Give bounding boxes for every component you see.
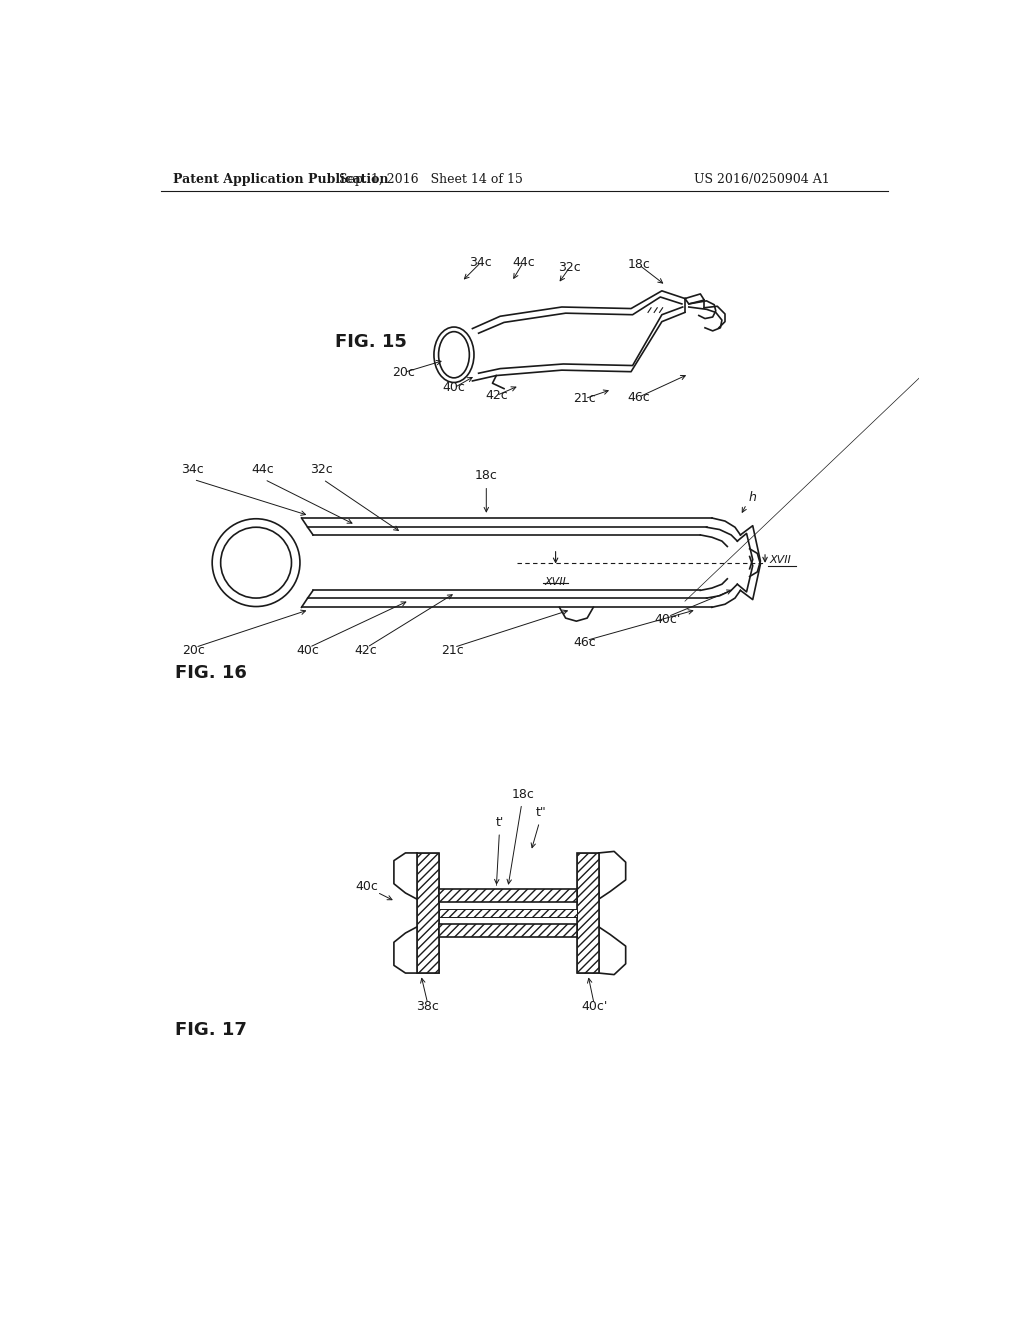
Text: 46c: 46c <box>573 636 596 649</box>
Text: 21c: 21c <box>573 392 596 405</box>
Text: 40c': 40c' <box>581 1001 607 1012</box>
Text: t": t" <box>536 807 547 818</box>
Bar <box>578 853 599 973</box>
Text: 44c: 44c <box>252 463 274 477</box>
Text: 32c: 32c <box>310 463 333 477</box>
Text: Sep. 1, 2016   Sheet 14 of 15: Sep. 1, 2016 Sheet 14 of 15 <box>339 173 523 186</box>
Bar <box>438 890 578 903</box>
Text: 42c: 42c <box>485 389 508 403</box>
Text: 40c: 40c <box>442 381 465 395</box>
Text: XVII: XVII <box>545 577 566 586</box>
Text: 40c: 40c <box>296 644 319 656</box>
Text: 18c: 18c <box>628 259 650 271</box>
Text: 32c: 32c <box>558 261 581 275</box>
Text: 42c: 42c <box>354 644 377 656</box>
Text: 46c: 46c <box>628 391 650 404</box>
Text: XVII: XVII <box>770 556 792 565</box>
Text: FIG. 17: FIG. 17 <box>175 1020 247 1039</box>
Bar <box>417 853 438 973</box>
Bar <box>578 853 599 973</box>
Text: 40c: 40c <box>355 880 379 892</box>
Text: t': t' <box>496 816 505 829</box>
Text: 18c: 18c <box>512 788 535 800</box>
Text: h: h <box>749 491 756 504</box>
Text: 44c: 44c <box>512 256 535 269</box>
Text: FIG. 15: FIG. 15 <box>335 333 407 351</box>
Bar <box>438 908 578 917</box>
Bar <box>438 924 578 937</box>
Text: 20c: 20c <box>182 644 205 656</box>
Text: US 2016/0250904 A1: US 2016/0250904 A1 <box>694 173 829 186</box>
Bar <box>417 853 438 973</box>
Text: 18c: 18c <box>475 470 498 483</box>
Text: 40c': 40c' <box>654 612 681 626</box>
Text: 20c: 20c <box>392 366 416 379</box>
Text: Patent Application Publication: Patent Application Publication <box>173 173 388 186</box>
Text: 38c: 38c <box>417 1001 439 1012</box>
Text: 21c: 21c <box>441 644 464 656</box>
Text: 34c: 34c <box>470 256 493 269</box>
Text: 34c: 34c <box>181 463 204 477</box>
Text: FIG. 16: FIG. 16 <box>175 664 247 682</box>
